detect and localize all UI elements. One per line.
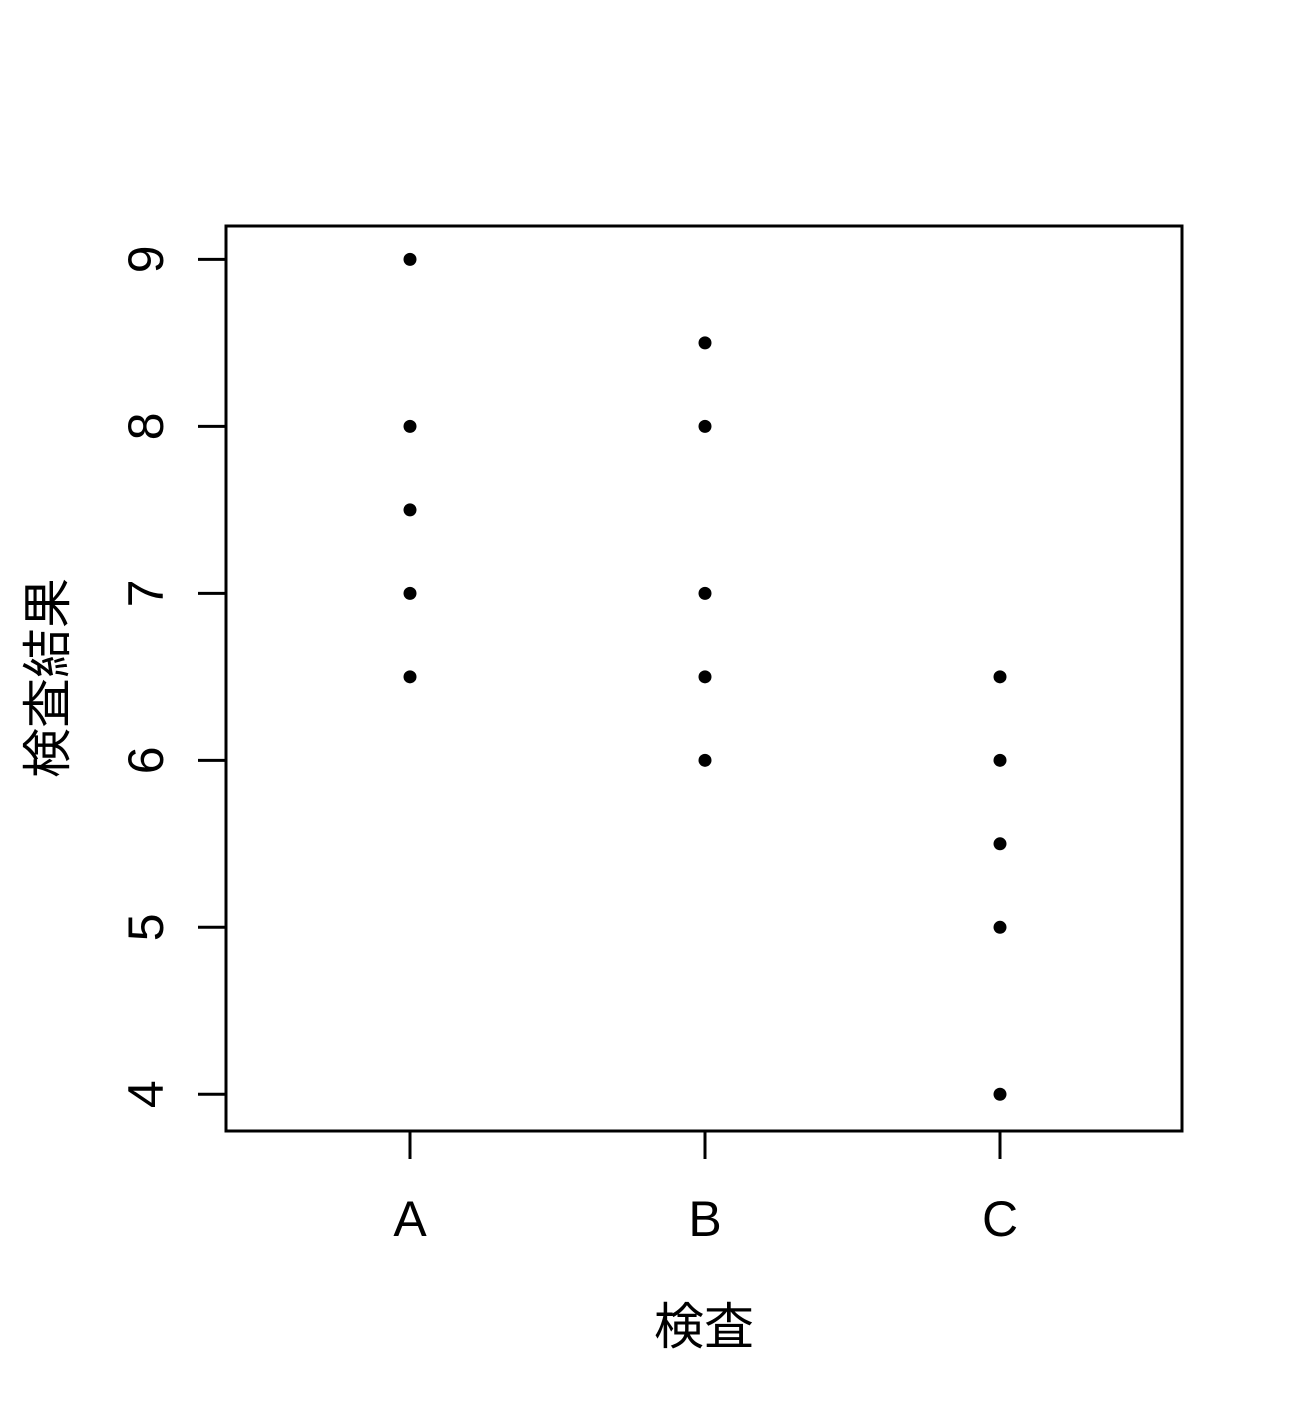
data-point <box>403 503 417 517</box>
y-axis-title: 検査結果 <box>20 578 76 778</box>
y-tick-label: 9 <box>118 245 174 273</box>
y-tick-label: 8 <box>118 412 174 440</box>
x-tick-label: B <box>688 1191 721 1247</box>
y-axis: 4 5 6 7 8 9 <box>118 245 226 1108</box>
data-point <box>698 670 712 684</box>
y-tick-label: 6 <box>118 746 174 774</box>
data-point <box>993 920 1007 934</box>
data-point <box>698 336 712 350</box>
y-tick-label: 4 <box>118 1080 174 1108</box>
data-point <box>698 419 712 433</box>
data-point <box>403 586 417 600</box>
data-point <box>698 586 712 600</box>
data-points <box>403 252 1007 1101</box>
y-tick-label: 7 <box>118 579 174 607</box>
data-point <box>993 1087 1007 1101</box>
x-axis: A B C <box>393 1131 1018 1247</box>
data-point <box>403 670 417 684</box>
data-point <box>993 837 1007 851</box>
data-point <box>403 419 417 433</box>
data-point <box>698 753 712 767</box>
data-point <box>993 670 1007 684</box>
y-tick-label: 5 <box>118 913 174 941</box>
data-point <box>993 753 1007 767</box>
x-tick-label: C <box>982 1191 1018 1247</box>
data-point <box>403 252 417 266</box>
x-tick-label: A <box>393 1191 427 1247</box>
x-axis-title: 検査 <box>654 1299 754 1355</box>
